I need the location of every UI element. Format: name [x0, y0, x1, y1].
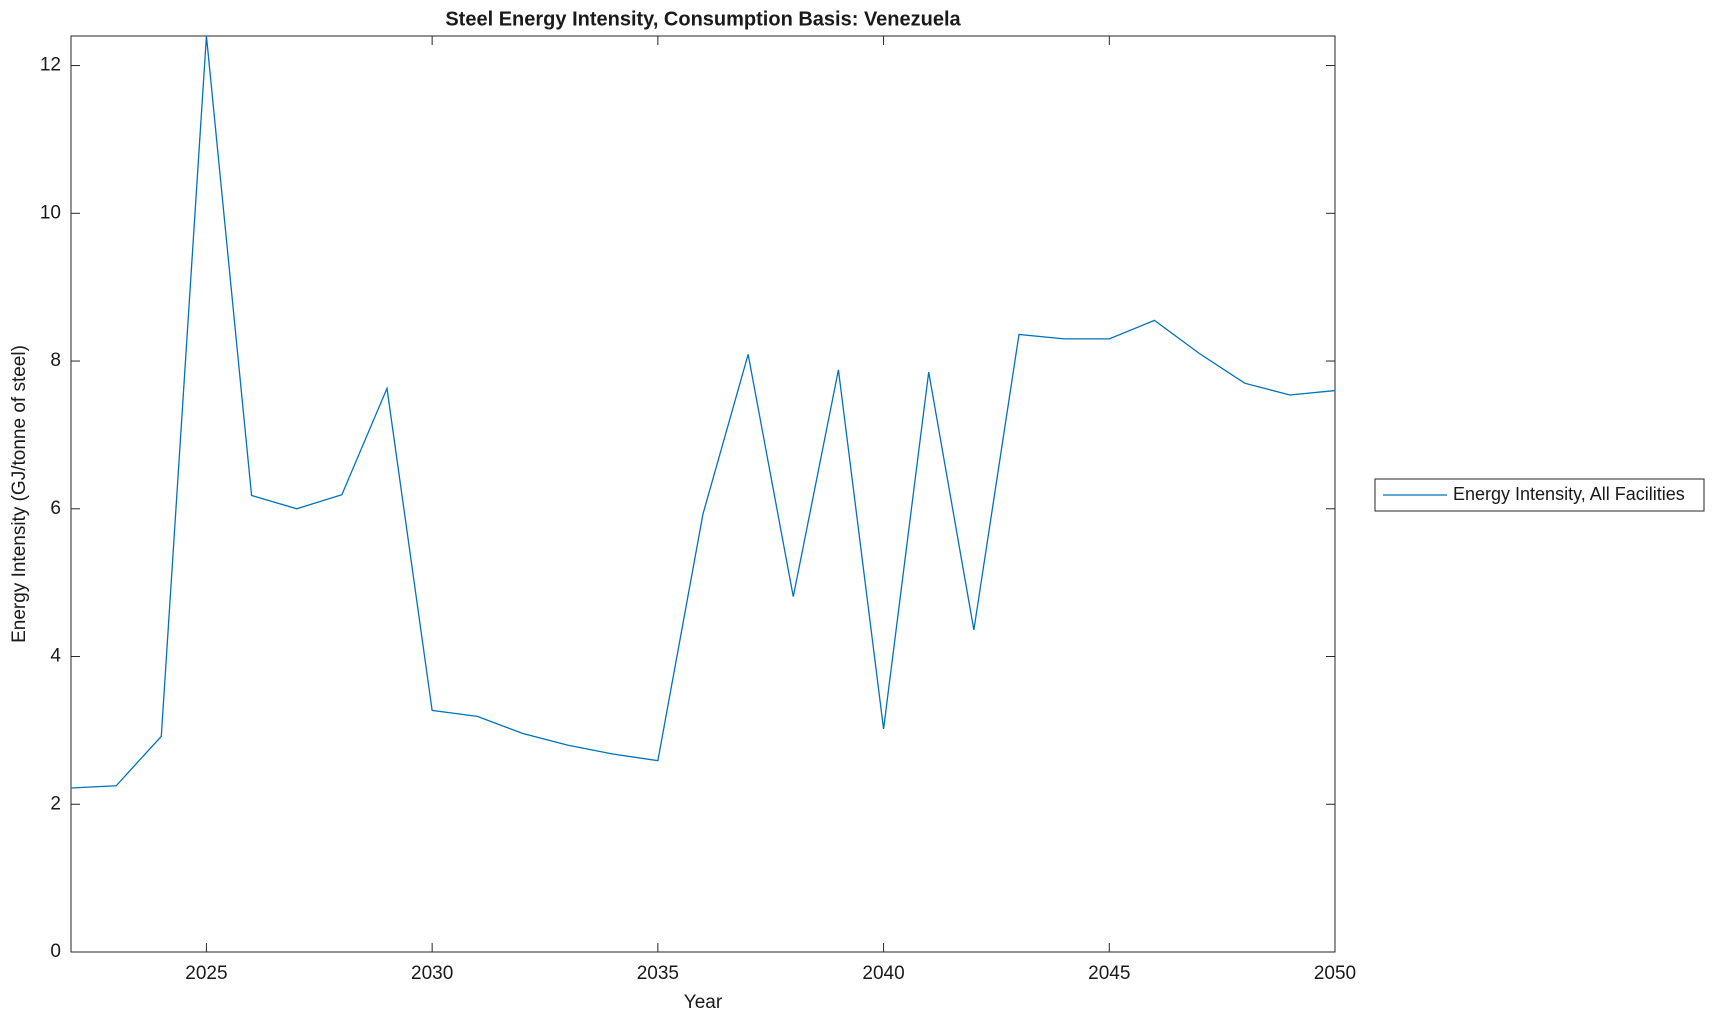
x-tick-label: 2035	[637, 963, 679, 984]
y-tick-label: 8	[50, 350, 61, 371]
data-line	[70, 35, 1336, 789]
plot-frame	[70, 35, 1336, 953]
x-tick-label: 2045	[1088, 963, 1130, 984]
x-tick-label: 2040	[862, 963, 904, 984]
y-tick-label: 10	[40, 202, 61, 223]
x-tick-label: 2030	[411, 963, 453, 984]
y-tick-label: 2	[50, 793, 61, 814]
x-tick-label: 2025	[185, 963, 227, 984]
y-axis-label: Energy Intensity (GJ/tonne of steel)	[9, 345, 30, 643]
y-tick-label: 4	[50, 646, 61, 667]
y-tick-label: 6	[50, 498, 61, 519]
x-axis-label: Year	[684, 992, 723, 1013]
legend-label: Energy Intensity, All Facilities	[1453, 484, 1685, 504]
y-tick-label: 12	[40, 55, 61, 76]
chart-title: Steel Energy Intensity, Consumption Basi…	[445, 8, 961, 30]
y-tick-label: 0	[50, 941, 61, 962]
x-tick-label: 2050	[1314, 963, 1356, 984]
